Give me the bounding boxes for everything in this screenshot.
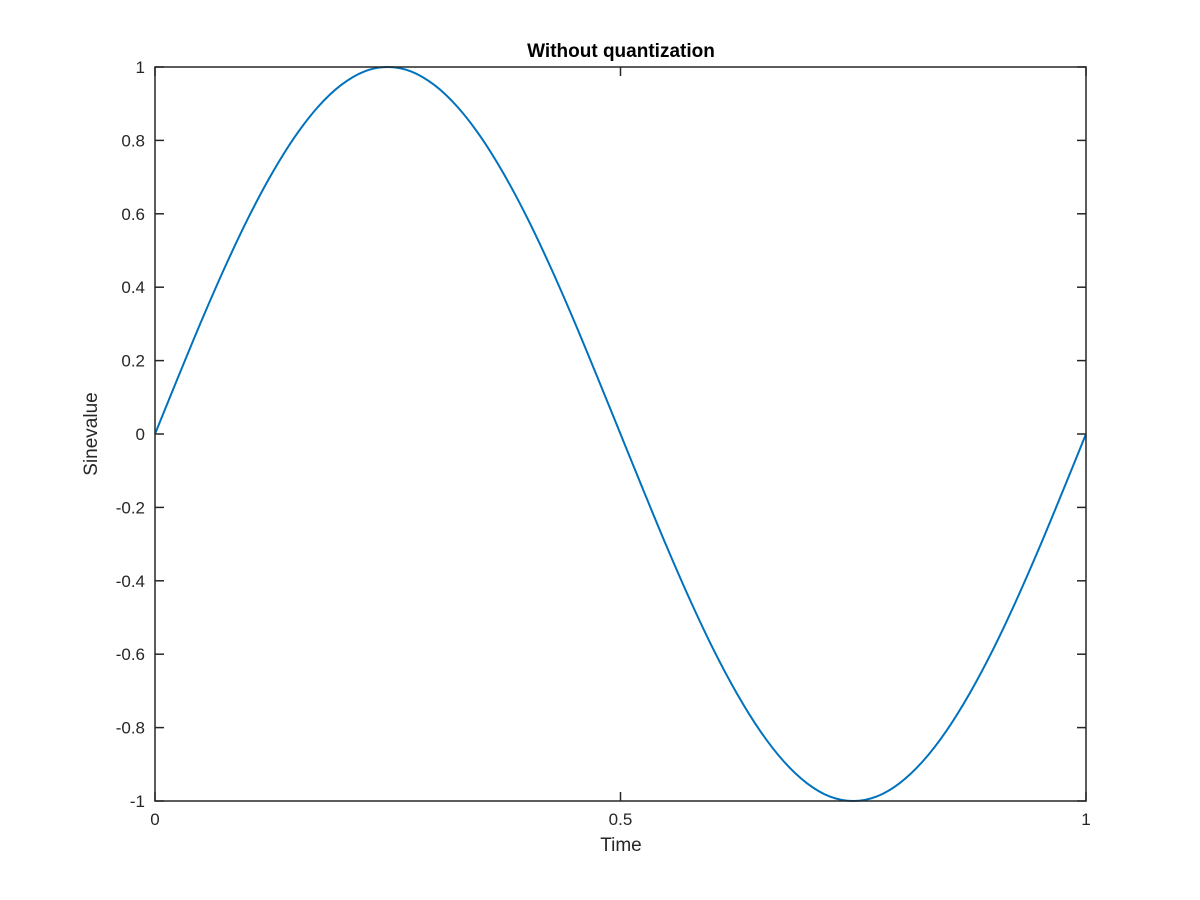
axes-frame	[154, 66, 1087, 802]
y-tick-label: -0.4	[116, 572, 145, 591]
y-tick-label: 0.8	[121, 131, 145, 150]
y-axis-label: Sinevalue	[81, 392, 102, 475]
y-tick-label: -1	[130, 792, 145, 811]
series-layer	[154, 66, 1087, 802]
y-tick-label: -0.8	[116, 719, 145, 738]
y-tick-label: -0.2	[116, 498, 145, 517]
chart-title: Without quantization	[527, 41, 715, 62]
x-tick-label: 0.5	[609, 810, 633, 829]
x-tick-label: 1	[1081, 810, 1090, 829]
y-tick-label: 0.6	[121, 205, 145, 224]
y-tick-label: 0	[136, 425, 145, 444]
y-tick-label: 1	[136, 58, 145, 77]
y-tick-label: 0.4	[121, 278, 145, 297]
y-tick-label: -0.6	[116, 645, 145, 664]
y-axis-ticks: 1 0.8 0.6 0.4 0.2 0 -0.2 -0.4 -0.6 -0.8 -1	[116, 58, 1086, 811]
series-line	[154, 66, 1087, 802]
y-tick-label: 0.2	[121, 352, 145, 371]
x-tick-label: 0	[150, 810, 159, 829]
x-axis-label: Time	[600, 835, 642, 856]
